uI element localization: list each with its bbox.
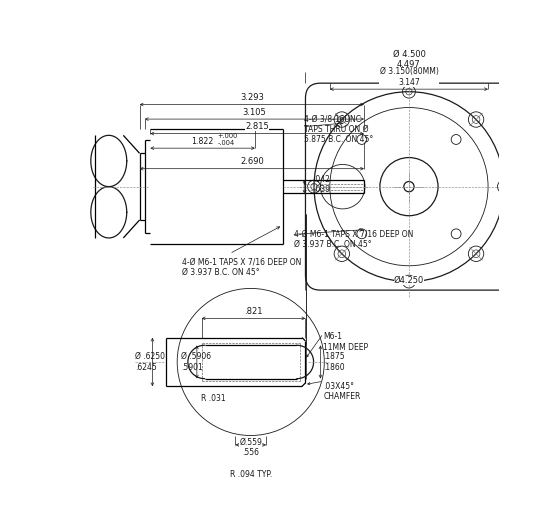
Text: R .031: R .031 xyxy=(201,394,225,403)
Text: Ø .5906
.5901: Ø .5906 .5901 xyxy=(181,352,211,372)
Text: 4-Ø 3/8-16UNC
TAPS THRU ON Ø
5.875 B.C. ON 45°: 4-Ø 3/8-16UNC TAPS THRU ON Ø 5.875 B.C. … xyxy=(304,114,374,144)
Text: 1.822: 1.822 xyxy=(191,137,214,146)
Text: 2.815: 2.815 xyxy=(245,122,269,131)
Text: Ø 4.500
4.497: Ø 4.500 4.497 xyxy=(393,50,425,69)
Text: Ø 3.150(80MM)
3.147: Ø 3.150(80MM) 3.147 xyxy=(380,67,438,87)
Text: .821: .821 xyxy=(244,307,263,316)
Text: 3.105: 3.105 xyxy=(242,108,266,116)
Text: +.000
-.004: +.000 -.004 xyxy=(217,134,238,147)
Text: Ø4.250: Ø4.250 xyxy=(394,276,424,285)
Text: 3.293: 3.293 xyxy=(240,93,264,102)
Text: .042
.039: .042 .039 xyxy=(314,175,331,194)
Text: .03X45°
CHAMFER: .03X45° CHAMFER xyxy=(324,382,361,401)
Text: 2.690: 2.690 xyxy=(240,157,264,166)
Text: R .094 TYP.: R .094 TYP. xyxy=(230,470,272,479)
Text: .1875
.1860: .1875 .1860 xyxy=(324,352,345,372)
Text: Ø.559
.556: Ø.559 .556 xyxy=(239,437,262,457)
Text: 4-Ø M6-1 TAPS X 7/16 DEEP ON
Ø 3.937 B.C. ON 45°: 4-Ø M6-1 TAPS X 7/16 DEEP ON Ø 3.937 B.C… xyxy=(294,229,413,248)
Text: Ø .6250
.6245: Ø .6250 .6245 xyxy=(135,352,165,372)
Text: 4-Ø M6-1 TAPS X 7/16 DEEP ON
Ø 3.937 B.C. ON 45°: 4-Ø M6-1 TAPS X 7/16 DEEP ON Ø 3.937 B.C… xyxy=(182,257,302,277)
Text: M6-1
11MM DEEP: M6-1 11MM DEEP xyxy=(324,333,369,352)
